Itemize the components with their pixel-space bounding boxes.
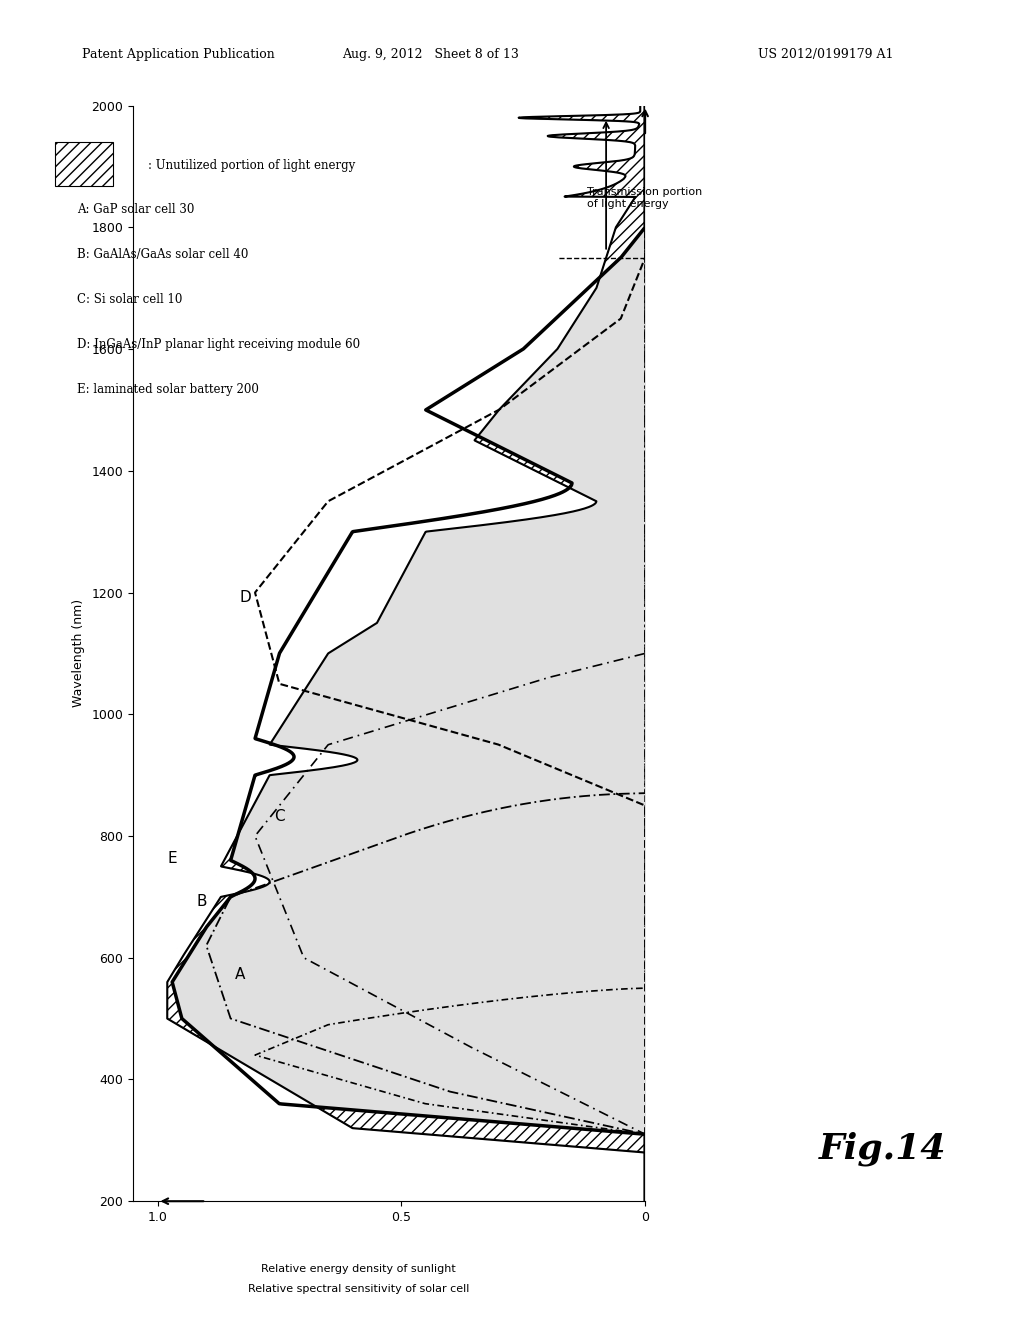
- Text: B: B: [197, 894, 207, 909]
- Text: Aug. 9, 2012   Sheet 8 of 13: Aug. 9, 2012 Sheet 8 of 13: [342, 48, 518, 61]
- Text: C: C: [274, 809, 285, 824]
- Text: D: InGaAs/InP planar light receiving module 60: D: InGaAs/InP planar light receiving mod…: [77, 338, 359, 351]
- Text: D: D: [240, 590, 251, 605]
- Text: Relative spectral sensitivity of solar cell: Relative spectral sensitivity of solar c…: [248, 1283, 469, 1294]
- Text: B: GaAlAs/GaAs solar cell 40: B: GaAlAs/GaAs solar cell 40: [77, 248, 248, 261]
- Text: : Unutilized portion of light energy: : Unutilized portion of light energy: [148, 158, 355, 172]
- Text: E: E: [167, 851, 177, 866]
- Text: Fig.14: Fig.14: [819, 1131, 947, 1166]
- Text: Patent Application Publication: Patent Application Publication: [82, 48, 274, 61]
- Bar: [55, 141, 113, 186]
- Text: E: laminated solar battery 200: E: laminated solar battery 200: [77, 383, 259, 396]
- Text: C: Si solar cell 10: C: Si solar cell 10: [77, 293, 182, 306]
- Text: A: GaP solar cell 30: A: GaP solar cell 30: [77, 203, 195, 216]
- Text: A: A: [236, 968, 246, 982]
- Text: Relative energy density of sunlight: Relative energy density of sunlight: [261, 1263, 456, 1274]
- Text: US 2012/0199179 A1: US 2012/0199179 A1: [758, 48, 893, 61]
- Text: Transmission portion
of light energy: Transmission portion of light energy: [587, 187, 701, 209]
- Y-axis label: Wavelength (nm): Wavelength (nm): [72, 599, 85, 708]
